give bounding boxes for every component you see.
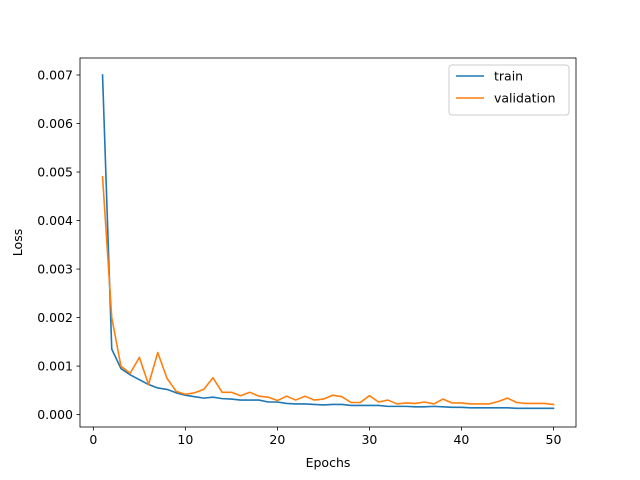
y-axis-ticks: 0.000 0.001 0.002 0.003 0.004 0.005 0.006 0.007 bbox=[37, 67, 80, 422]
y-tick-label: 0.004 bbox=[37, 213, 73, 228]
y-tick-label: 0.003 bbox=[37, 262, 73, 277]
legend-box bbox=[448, 64, 570, 116]
axes-frame bbox=[79, 57, 577, 428]
x-axis-ticks: 0 10 20 30 40 50 bbox=[89, 427, 561, 447]
y-tick-label: 0.002 bbox=[37, 310, 73, 325]
x-tick-label: 40 bbox=[453, 432, 469, 447]
x-tick-label: 20 bbox=[269, 432, 285, 447]
x-tick-label: 50 bbox=[546, 432, 562, 447]
x-tick-label: 30 bbox=[361, 432, 377, 447]
y-tick-label: 0.000 bbox=[37, 407, 73, 422]
legend-label-validation: validation bbox=[494, 91, 556, 106]
y-tick-label: 0.001 bbox=[37, 359, 73, 374]
y-tick-label: 0.005 bbox=[37, 165, 73, 180]
series-line-train bbox=[101, 74, 555, 410]
x-tick-label: 10 bbox=[177, 432, 193, 447]
legend: train validation bbox=[448, 64, 570, 116]
x-tick-label: 0 bbox=[89, 432, 97, 447]
series-layer bbox=[101, 74, 555, 410]
legend-label-train: train bbox=[494, 69, 523, 84]
y-tick-label: 0.007 bbox=[37, 67, 73, 82]
x-axis-label: Epochs bbox=[306, 455, 351, 470]
series-line-validation bbox=[101, 176, 555, 406]
y-tick-label: 0.006 bbox=[37, 116, 73, 131]
y-axis-label: Loss bbox=[10, 229, 25, 256]
